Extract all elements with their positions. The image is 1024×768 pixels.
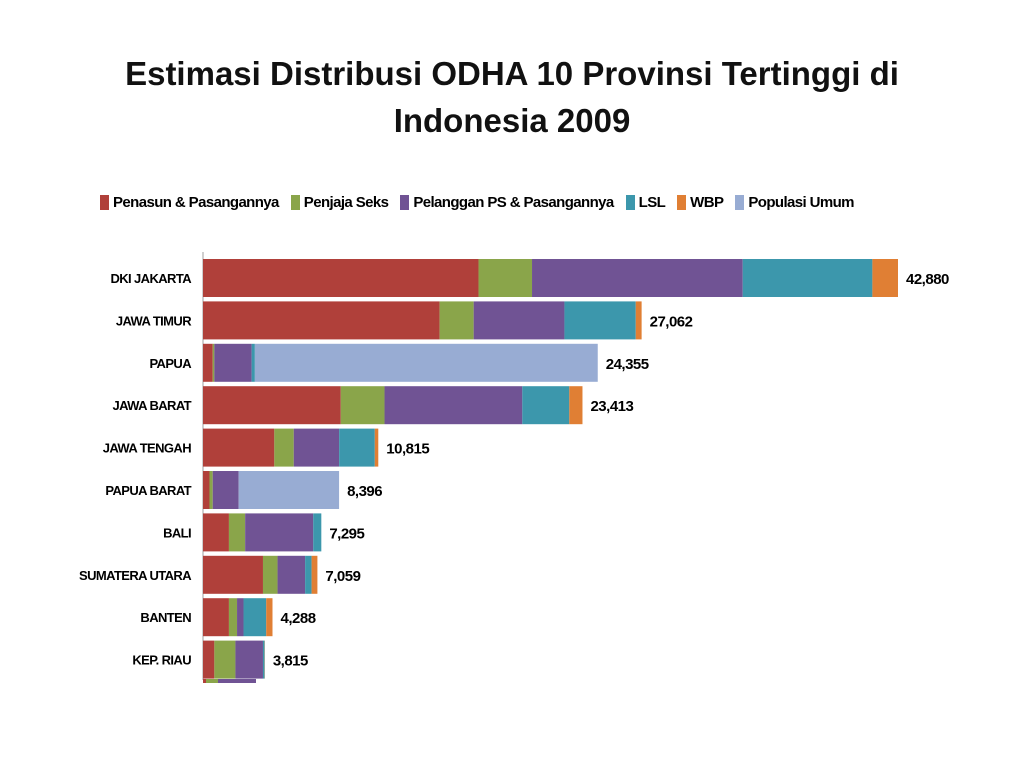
legend-swatch [100,194,109,210]
bar-segment [274,428,294,467]
legend-label: WBP [690,193,724,211]
bar-segment [228,513,246,552]
legend-label: Penasun & Pasangannya [113,193,279,211]
bar-segment [209,471,213,509]
bar-segment [251,343,255,382]
bar-segment [439,301,474,340]
bar-segment [203,428,275,467]
bar-segment [214,343,252,382]
bar-segment [245,513,314,552]
clipped-bar-fragment [206,679,218,683]
bar-segment [203,343,213,382]
total-label: 24,355 [606,356,649,373]
bar-segment [235,640,263,679]
title-line-2: Indonesia 2009 [393,102,631,139]
bar-segment [339,428,375,467]
category-label: BALI [163,525,191,540]
slide-title: Estimasi Distribusi ODHA 10 Provinsi Ter… [80,50,944,144]
legend-swatch [677,194,687,210]
clipped-bar-fragment [203,679,206,683]
bar-segment [313,513,322,552]
bar-segment [478,259,533,297]
bar-segment [203,598,229,637]
bar-segment [203,471,210,509]
bar-segment [569,386,583,425]
legend-swatch [625,194,635,210]
bar-segment [243,598,267,637]
total-label: 10,815 [386,441,429,458]
bar-segment [203,513,229,552]
bar-segment [293,428,340,467]
legend-item: Penasun & Pasangannya [100,194,279,211]
total-label: 7,059 [325,568,360,585]
bar-segment [374,428,379,467]
total-label: 7,295 [329,525,364,542]
bar-segment [266,598,273,637]
category-label: SUMATERA UTARA [79,568,192,583]
bar-segment [384,386,523,425]
total-label: 27,062 [650,313,693,330]
category-label: JAWA TIMUR [116,313,192,328]
total-label: 3,815 [273,653,308,670]
bar-segment [564,301,636,340]
bar-segment [262,640,265,679]
bar-segment [212,471,239,509]
bar-segment [228,598,238,637]
legend-label: Penjaja Seks [303,193,389,211]
legend-item: Penjaja Seks [290,193,389,211]
bar-segment [214,640,236,679]
category-label: JAWA TENGAH [103,441,191,456]
bar-segment [311,555,318,594]
total-label: 42,880 [906,271,949,288]
bar-segment [635,301,642,340]
legend-label: Populasi Umum [748,193,854,211]
legend-swatch [735,194,745,210]
category-label: DKI JAKARTA [110,271,192,286]
bar-segment [742,259,873,297]
bar-segment [473,301,565,340]
category-label: KEP. RIAU [132,653,191,668]
total-label: 8,396 [347,483,382,500]
total-label: 4,288 [281,610,316,627]
bar-segment [238,471,340,509]
total-label: 23,413 [590,398,633,415]
category-label: PAPUA [149,356,192,371]
bar-segment [203,640,215,679]
category-label: JAWA BARAT [112,398,191,413]
title-line-1: Estimasi Distribusi ODHA 10 Provinsi Ter… [125,55,899,92]
bar-segment [237,598,244,637]
legend-swatch [290,194,300,210]
bar-segment [203,386,341,425]
bar-segment [203,301,440,340]
legend-item: Populasi Umum [735,193,855,211]
bar-segment [872,259,898,297]
bar-segment [254,343,598,382]
bar-segment [203,259,479,297]
bar-segment [203,555,263,594]
category-label: PAPUA BARAT [105,483,191,498]
legend-label: Pelanggan PS & Pasangannya [413,193,614,211]
bar-segment [522,386,570,425]
legend-item: LSL [625,193,666,211]
bar-segment [212,343,215,382]
bar-segment [532,259,743,297]
legend-item: WBP [677,193,724,211]
legend-swatch [400,194,410,210]
bar-segment [305,555,312,594]
legend-item: Pelanggan PS & Pasangannya [400,193,614,211]
clipped-bar-fragment [218,679,256,683]
category-label: BANTEN [140,610,191,625]
bar-segment [340,386,385,425]
bar-segment [277,555,306,594]
chart-legend: Penasun & Pasangannya Penjaja Seks Pelangg… [100,188,940,216]
legend-label: LSL [638,193,666,211]
bar-segment [262,555,278,594]
